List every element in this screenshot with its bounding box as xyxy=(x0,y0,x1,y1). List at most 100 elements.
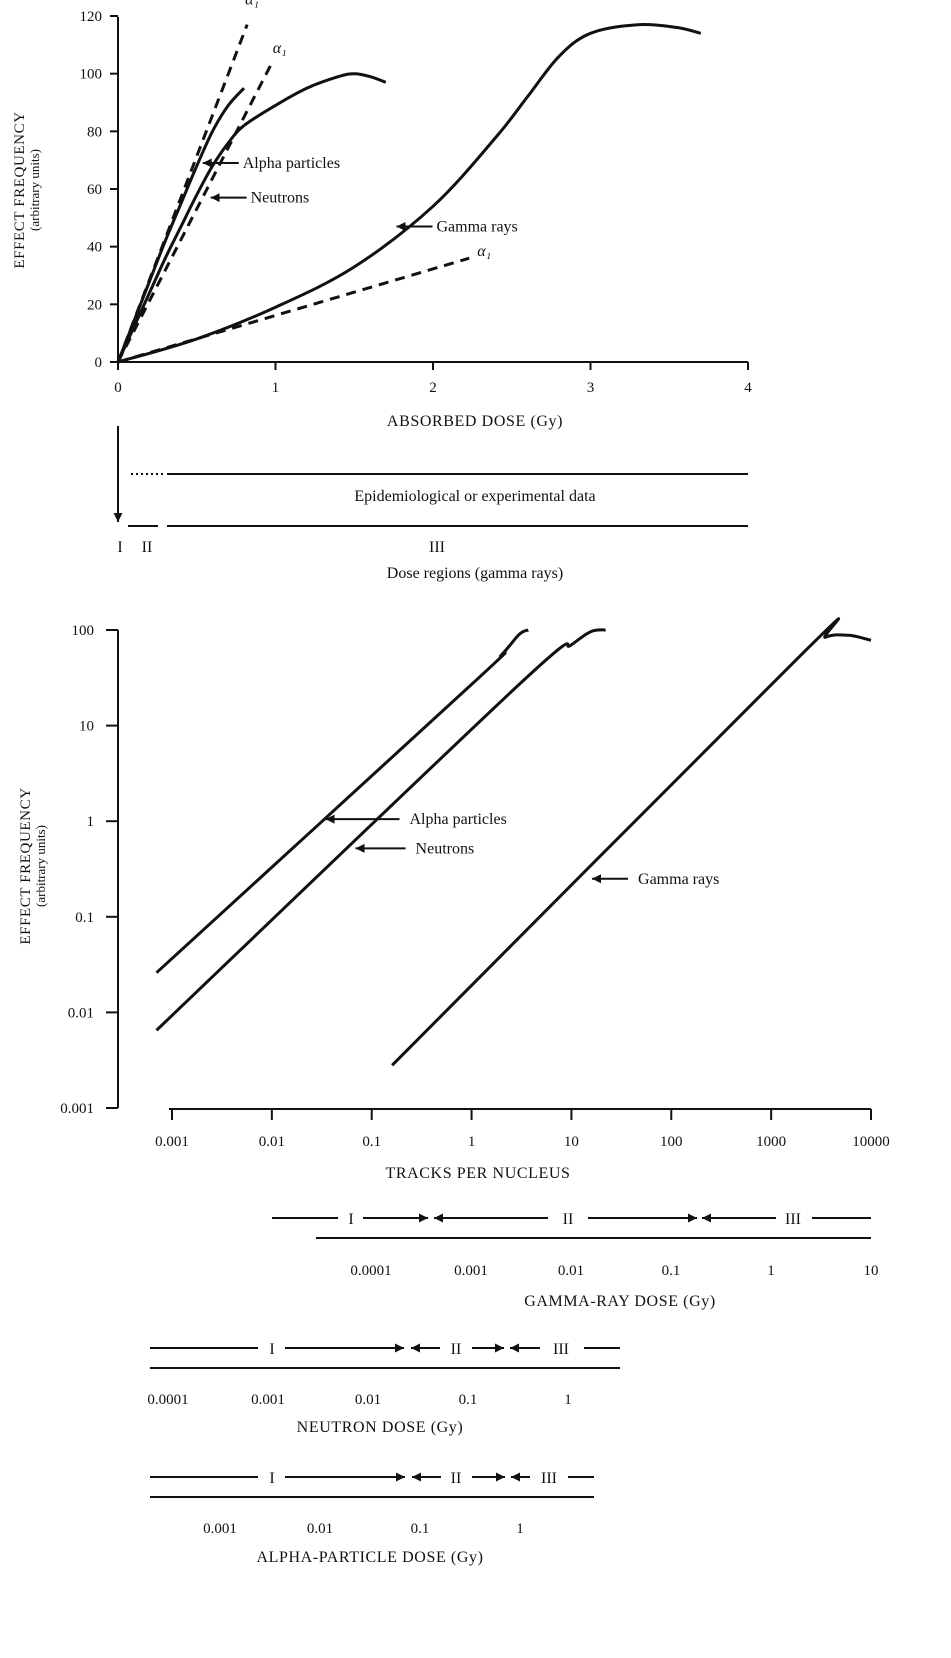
log-x-tick-label: 10000 xyxy=(852,1134,890,1150)
alpha-region-i: I xyxy=(269,1470,274,1487)
tangent-label-alpha1: α₁ xyxy=(245,0,259,9)
log-y-axis-label: EFFECT FREQUENCY xyxy=(18,787,34,944)
linear-y-tick-label: 0 xyxy=(95,355,103,371)
linear-x-tick-label: 3 xyxy=(587,380,595,396)
linear-annotation-neutrons: Neutrons xyxy=(251,190,310,207)
log-series xyxy=(155,617,872,1067)
log-x-axis-label: TRACKS PER NUCLEUS xyxy=(385,1165,570,1182)
log-x-tick-label: 10 xyxy=(564,1134,579,1150)
neutron-dose-tick-label: 0.001 xyxy=(251,1392,285,1408)
log-x-tick-label: 100 xyxy=(660,1134,683,1150)
linear-annotations: Alpha particles Neutrons Gamma rays xyxy=(202,155,518,235)
linear-annotation-gamma-rays: Gamma rays xyxy=(436,218,517,235)
neutron-dose-tick-label: 0.1 xyxy=(459,1392,478,1408)
linear-y-axis-label: EFFECT FREQUENCY xyxy=(12,111,28,268)
linear-y-tick-label: 20 xyxy=(87,297,102,313)
log-y-tick-label: 1 xyxy=(87,814,95,830)
log-x-tick-label: 1 xyxy=(468,1134,476,1150)
gamma-dose-label: GAMMA-RAY DOSE (Gy) xyxy=(524,1293,716,1310)
gamma-region-i: I xyxy=(348,1211,353,1228)
log-y-tick-label: 0.001 xyxy=(60,1101,94,1117)
alpha-particle-dose-scale: I II III 0.001 0.01 0.1 1 ALPHA-PARTICLE DO… xyxy=(150,1470,594,1566)
log-x-tick-label: 1000 xyxy=(756,1134,786,1150)
log-series-neutrons xyxy=(155,628,606,1032)
dose-region-i: I xyxy=(117,539,122,556)
alpha-region-iii: III xyxy=(541,1470,557,1487)
log-chart: 0.001 0.01 0.1 1 10 100 1000 10000 0.001 0.01 0.1 1… xyxy=(18,617,890,1566)
linear-tangent-line xyxy=(116,24,249,363)
neutron-dose-label: NEUTRON DOSE (Gy) xyxy=(297,1419,464,1436)
linear-tick-marks xyxy=(110,15,749,370)
dose-regions-label: Dose regions (gamma rays) xyxy=(387,565,563,582)
alpha-dose-label: ALPHA-PARTICLE DOSE (Gy) xyxy=(256,1549,483,1566)
linear-y-axis-sublabel: (arbitrary units) xyxy=(27,149,42,231)
tangent-label-alpha1: α₁ xyxy=(477,243,491,260)
linear-tangent-line xyxy=(117,256,470,364)
alpha-dose-tick-label: 0.001 xyxy=(203,1521,237,1537)
tangent-label-alpha1: α₁ xyxy=(273,40,287,57)
linear-y-tick-label: 100 xyxy=(80,67,103,83)
neutron-dose-tick-label: 1 xyxy=(564,1392,572,1408)
log-series-alpha-particles xyxy=(155,628,529,974)
neutron-dose-tick-label: 0.01 xyxy=(355,1392,381,1408)
neutron-dose-scale: I II III 0.0001 0.001 0.01 0.1 1 NEUTRON DOS… xyxy=(147,1341,620,1436)
log-series-gamma-rays xyxy=(391,617,872,1067)
log-annotation-gamma-rays: Gamma rays xyxy=(638,871,719,888)
gamma-region-ii: II xyxy=(563,1211,574,1228)
log-y-tick-label: 10 xyxy=(79,719,94,735)
alpha-dose-tick-label: 1 xyxy=(516,1521,524,1537)
gamma-region-iii: III xyxy=(785,1211,801,1228)
log-y-tick-label: 0.1 xyxy=(75,910,94,926)
linear-tangent-labels: α₁ α₁ α₁ xyxy=(245,0,491,260)
log-x-tick-label: 0.01 xyxy=(259,1134,285,1150)
linear-series-gamma-rays xyxy=(117,22,702,364)
linear-annotation-alpha-particles: Alpha particles xyxy=(243,155,340,172)
log-axes xyxy=(117,630,871,1110)
linear-tangent-line xyxy=(116,64,273,363)
linear-axes xyxy=(117,17,748,363)
log-y-axis-label-group: EFFECT FREQUENCY (arbitrary units) xyxy=(18,787,48,944)
log-y-tick-label: 0.01 xyxy=(68,1005,94,1021)
gamma-dose-region-band: Epidemiological or experimental data I I… xyxy=(113,426,748,582)
band-label: Epidemiological or experimental data xyxy=(354,488,595,505)
gamma-dose-tick-label: 0.001 xyxy=(454,1263,488,1279)
neutron-region-iii: III xyxy=(553,1341,569,1358)
linear-x-tick-label: 0 xyxy=(114,380,122,396)
linear-y-tick-label: 60 xyxy=(87,182,102,198)
linear-y-tick-label: 120 xyxy=(80,9,103,25)
log-x-tick-label: 0.1 xyxy=(362,1134,381,1150)
gamma-ray-dose-scale: I II III 0.0001 0.001 0.01 0.1 1 10 GAMMA-RAY… xyxy=(272,1211,879,1310)
alpha-dose-tick-label: 0.1 xyxy=(411,1521,430,1537)
neutron-dose-tick-labels: 0.0001 0.001 0.01 0.1 1 xyxy=(147,1392,571,1408)
log-x-tick-label: 0.001 xyxy=(155,1134,189,1150)
gamma-dose-tick-label: 0.01 xyxy=(558,1263,584,1279)
gamma-dose-tick-labels: 0.0001 0.001 0.01 0.1 1 10 xyxy=(350,1263,878,1279)
log-annotations: Alpha particles Neutrons Gamma rays xyxy=(325,811,719,888)
linear-x-tick-label: 2 xyxy=(429,380,437,396)
linear-y-tick-label: 80 xyxy=(87,124,102,140)
gamma-dose-tick-label: 1 xyxy=(767,1263,775,1279)
gamma-dose-tick-label: 0.1 xyxy=(662,1263,681,1279)
alpha-dose-tick-labels: 0.001 0.01 0.1 1 xyxy=(203,1521,524,1537)
log-tick-labels: 0.001 0.01 0.1 1 10 100 1000 10000 0.001 0.01 0.1 1… xyxy=(60,623,890,1150)
gamma-dose-tick-label: 10 xyxy=(864,1263,879,1279)
dose-region-ii: II xyxy=(142,539,153,556)
neutron-region-i: I xyxy=(269,1341,274,1358)
gamma-dose-tick-label: 0.0001 xyxy=(350,1263,391,1279)
neutron-dose-tick-label: 0.0001 xyxy=(147,1392,188,1408)
linear-y-axis-label-group: EFFECT FREQUENCY (arbitrary units) xyxy=(12,111,42,268)
alpha-dose-tick-label: 0.01 xyxy=(307,1521,333,1537)
log-annotation-alpha-particles: Alpha particles xyxy=(410,811,507,828)
dose-region-iii: III xyxy=(429,539,445,556)
linear-x-tick-label: 1 xyxy=(272,380,280,396)
linear-series-neutrons xyxy=(116,72,387,363)
log-y-tick-label: 100 xyxy=(72,623,95,639)
log-y-axis-sublabel: (arbitrary units) xyxy=(33,825,48,907)
neutron-region-ii: II xyxy=(451,1341,462,1358)
alpha-region-ii: II xyxy=(451,1470,462,1487)
linear-tangent-lines xyxy=(116,24,470,364)
linear-y-tick-label: 40 xyxy=(87,240,102,256)
